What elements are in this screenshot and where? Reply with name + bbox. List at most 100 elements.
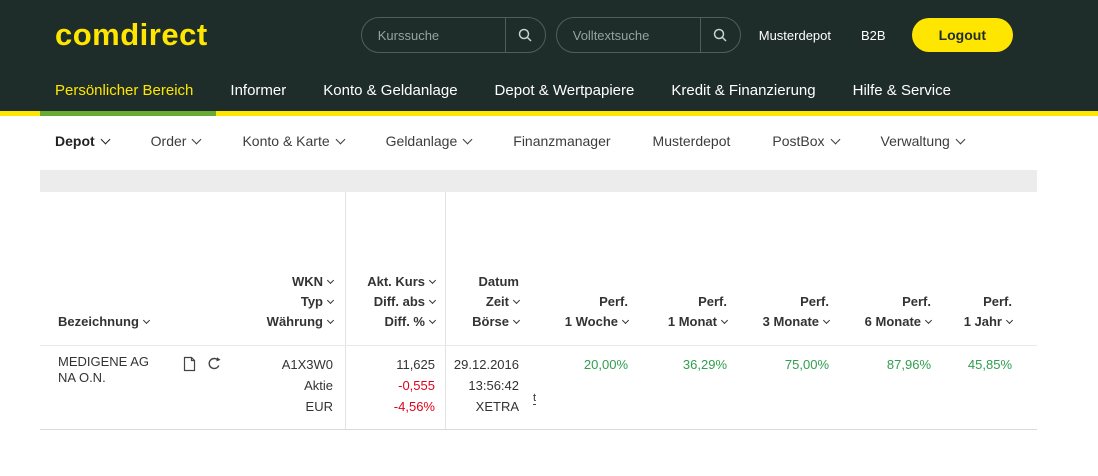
sort-zeit[interactable]: Zeit xyxy=(485,292,521,312)
search-group xyxy=(360,17,741,53)
refresh-icon[interactable] xyxy=(206,356,222,372)
header-diff-abs-label: Diff. abs xyxy=(373,294,425,309)
realtime-footnote-marker[interactable]: t xyxy=(533,392,537,405)
row-actions xyxy=(182,356,222,372)
chevron-down-icon xyxy=(335,134,346,144)
chevron-down-icon xyxy=(462,134,473,144)
active-nav-indicator xyxy=(40,111,216,116)
header-spacer xyxy=(530,192,548,345)
header-bezeichnung: Bezeichnung xyxy=(40,192,230,345)
sort-diff-pct[interactable]: Diff. % xyxy=(385,312,437,332)
chevron-down-icon xyxy=(428,316,437,325)
header-datum-zeit-boerse: Datum Zeit Börse xyxy=(445,192,530,345)
header-perf-6monate: Perf. 6 Monate xyxy=(829,192,933,345)
perf-1woche-value: 20,00% xyxy=(583,357,628,372)
kurs-value: 11,625 xyxy=(396,357,435,372)
header-perf-1jahr: Perf. 1 Jahr xyxy=(931,192,1037,345)
header-zeit-label: Zeit xyxy=(485,294,509,309)
sort-perf-3monate[interactable]: 3 Monate xyxy=(763,312,831,332)
header-perf-label: Perf. xyxy=(902,292,931,312)
chevron-down-icon xyxy=(326,276,335,285)
sort-perf-1jahr[interactable]: 1 Jahr xyxy=(963,312,1014,332)
subnav-order-label: Order xyxy=(150,133,187,149)
kurssuche-input[interactable] xyxy=(361,27,505,43)
search-icon xyxy=(713,28,727,42)
subnav-musterdepot[interactable]: Musterdepot xyxy=(653,133,731,149)
sort-akt-kurs[interactable]: Akt. Kurs xyxy=(367,272,437,292)
subnav-finanzmanager[interactable]: Finanzmanager xyxy=(513,133,610,149)
sort-typ[interactable]: Typ xyxy=(301,292,335,312)
top-bar: comdirect Musterdepot B2B Logout xyxy=(0,0,1098,70)
cell-kurs-diff: 11,625 -0,555 -4,56% xyxy=(345,346,445,429)
subnav-geldanlage[interactable]: Geldanlage xyxy=(386,133,473,149)
sort-perf-1woche[interactable]: 1 Woche xyxy=(564,312,630,332)
sort-wkn[interactable]: WKN xyxy=(292,272,335,292)
cell-perf-6monate: 87,96% xyxy=(829,346,931,429)
volltextsuche-search-button[interactable] xyxy=(699,18,740,52)
wkn-value: A1X3W0 xyxy=(281,357,333,372)
sort-boerse[interactable]: Börse xyxy=(472,312,521,332)
nav-konto-geldanlage[interactable]: Konto & Geldanlage xyxy=(323,82,458,99)
b2b-link[interactable]: B2B xyxy=(861,27,886,43)
perf-1jahr-value: 45,85% xyxy=(967,357,1012,372)
header-perf-1woche: Perf. 1 Woche xyxy=(548,192,630,345)
logout-button[interactable]: Logout xyxy=(911,18,1013,52)
period-label: 1 Monat xyxy=(667,314,717,329)
header-perf-label: Perf. xyxy=(800,292,829,312)
sort-waehrung[interactable]: Währung xyxy=(267,312,335,332)
datum-value: 29.12.2016 xyxy=(453,357,519,372)
sort-perf-1monat[interactable]: 1 Monat xyxy=(667,312,729,332)
chevron-down-icon xyxy=(142,316,150,325)
nav-hilfe-service[interactable]: Hilfe & Service xyxy=(852,82,951,99)
sort-perf-6monate[interactable]: 6 Monate xyxy=(865,312,933,332)
subnav-postbox[interactable]: PostBox xyxy=(772,133,840,149)
period-label: 1 Woche xyxy=(564,314,618,329)
nav-depot-wertpapiere[interactable]: Depot & Wertpapiere xyxy=(494,82,635,99)
perf-1monat-value: 36,29% xyxy=(682,357,727,372)
header-wkn-typ-waehrung: WKN Typ Währung xyxy=(230,192,345,345)
kurssuche-search-button[interactable] xyxy=(504,18,545,52)
cell-datum-zeit-boerse: 29.12.2016 13:56:42 XETRA xyxy=(445,346,530,429)
perf-text: Perf. xyxy=(800,294,829,309)
position-name[interactable]: MEDIGENE AG NA O.N. xyxy=(58,354,170,386)
search-icon xyxy=(518,28,532,42)
perf-6monate-value: 87,96% xyxy=(886,357,931,372)
chevron-down-icon xyxy=(1005,316,1014,325)
volltextsuche-search-box xyxy=(555,17,741,53)
chevron-down-icon xyxy=(326,296,335,305)
cell-perf-3monate: 75,00% xyxy=(727,346,829,429)
header-kurs-label: Akt. Kurs xyxy=(367,274,425,289)
perf-text: Perf. xyxy=(902,294,931,309)
position-name-line2: NA O.N. xyxy=(58,370,106,385)
cell-footnote: t xyxy=(530,346,548,429)
document-icon[interactable] xyxy=(182,356,197,372)
header-perf-label: Perf. xyxy=(599,292,628,312)
nav-informer[interactable]: Informer xyxy=(230,82,287,99)
subnav-depot[interactable]: Depot xyxy=(55,133,111,149)
sub-nav: Depot Order Konto & Karte Geldanlage Fin… xyxy=(0,116,1098,166)
cell-perf-1monat: 36,29% xyxy=(628,346,727,429)
diff-pct-value: -4,56% xyxy=(393,399,435,414)
chevron-down-icon xyxy=(830,134,840,144)
period-label: 1 Jahr xyxy=(963,314,1002,329)
cell-wkn-typ-waehrung: A1X3W0 Aktie EUR xyxy=(230,346,345,429)
musterdepot-link[interactable]: Musterdepot xyxy=(758,27,831,43)
header-perf-label: Perf. xyxy=(983,292,1012,312)
subnav-konto-karte[interactable]: Konto & Karte xyxy=(242,133,346,149)
header-perf-1monat: Perf. 1 Monat xyxy=(628,192,729,345)
chevron-down-icon xyxy=(192,134,202,144)
subnav-verwaltung-label: Verwaltung xyxy=(880,133,950,149)
depot-table-header: Bezeichnung WKN Typ Währung Akt. Kurs Di… xyxy=(40,192,1037,346)
subnav-verwaltung[interactable]: Verwaltung xyxy=(880,133,966,149)
top-links: Musterdepot B2B xyxy=(759,28,886,43)
nav-kredit-finanzierung[interactable]: Kredit & Finanzierung xyxy=(671,82,816,99)
subnav-order[interactable]: Order xyxy=(150,133,202,149)
chevron-down-icon xyxy=(512,296,521,305)
cell-perf-1woche: 20,00% xyxy=(548,346,628,429)
sort-bezeichnung[interactable]: Bezeichnung xyxy=(58,312,150,332)
nav-persoenlicher-bereich[interactable]: Persönlicher Bereich xyxy=(55,82,194,99)
volltextsuche-input[interactable] xyxy=(556,27,700,43)
sort-diff-abs[interactable]: Diff. abs xyxy=(373,292,437,312)
main-nav: Persönlicher Bereich Informer Konto & Ge… xyxy=(0,70,1098,111)
comdirect-logo[interactable]: comdirect xyxy=(55,17,208,52)
